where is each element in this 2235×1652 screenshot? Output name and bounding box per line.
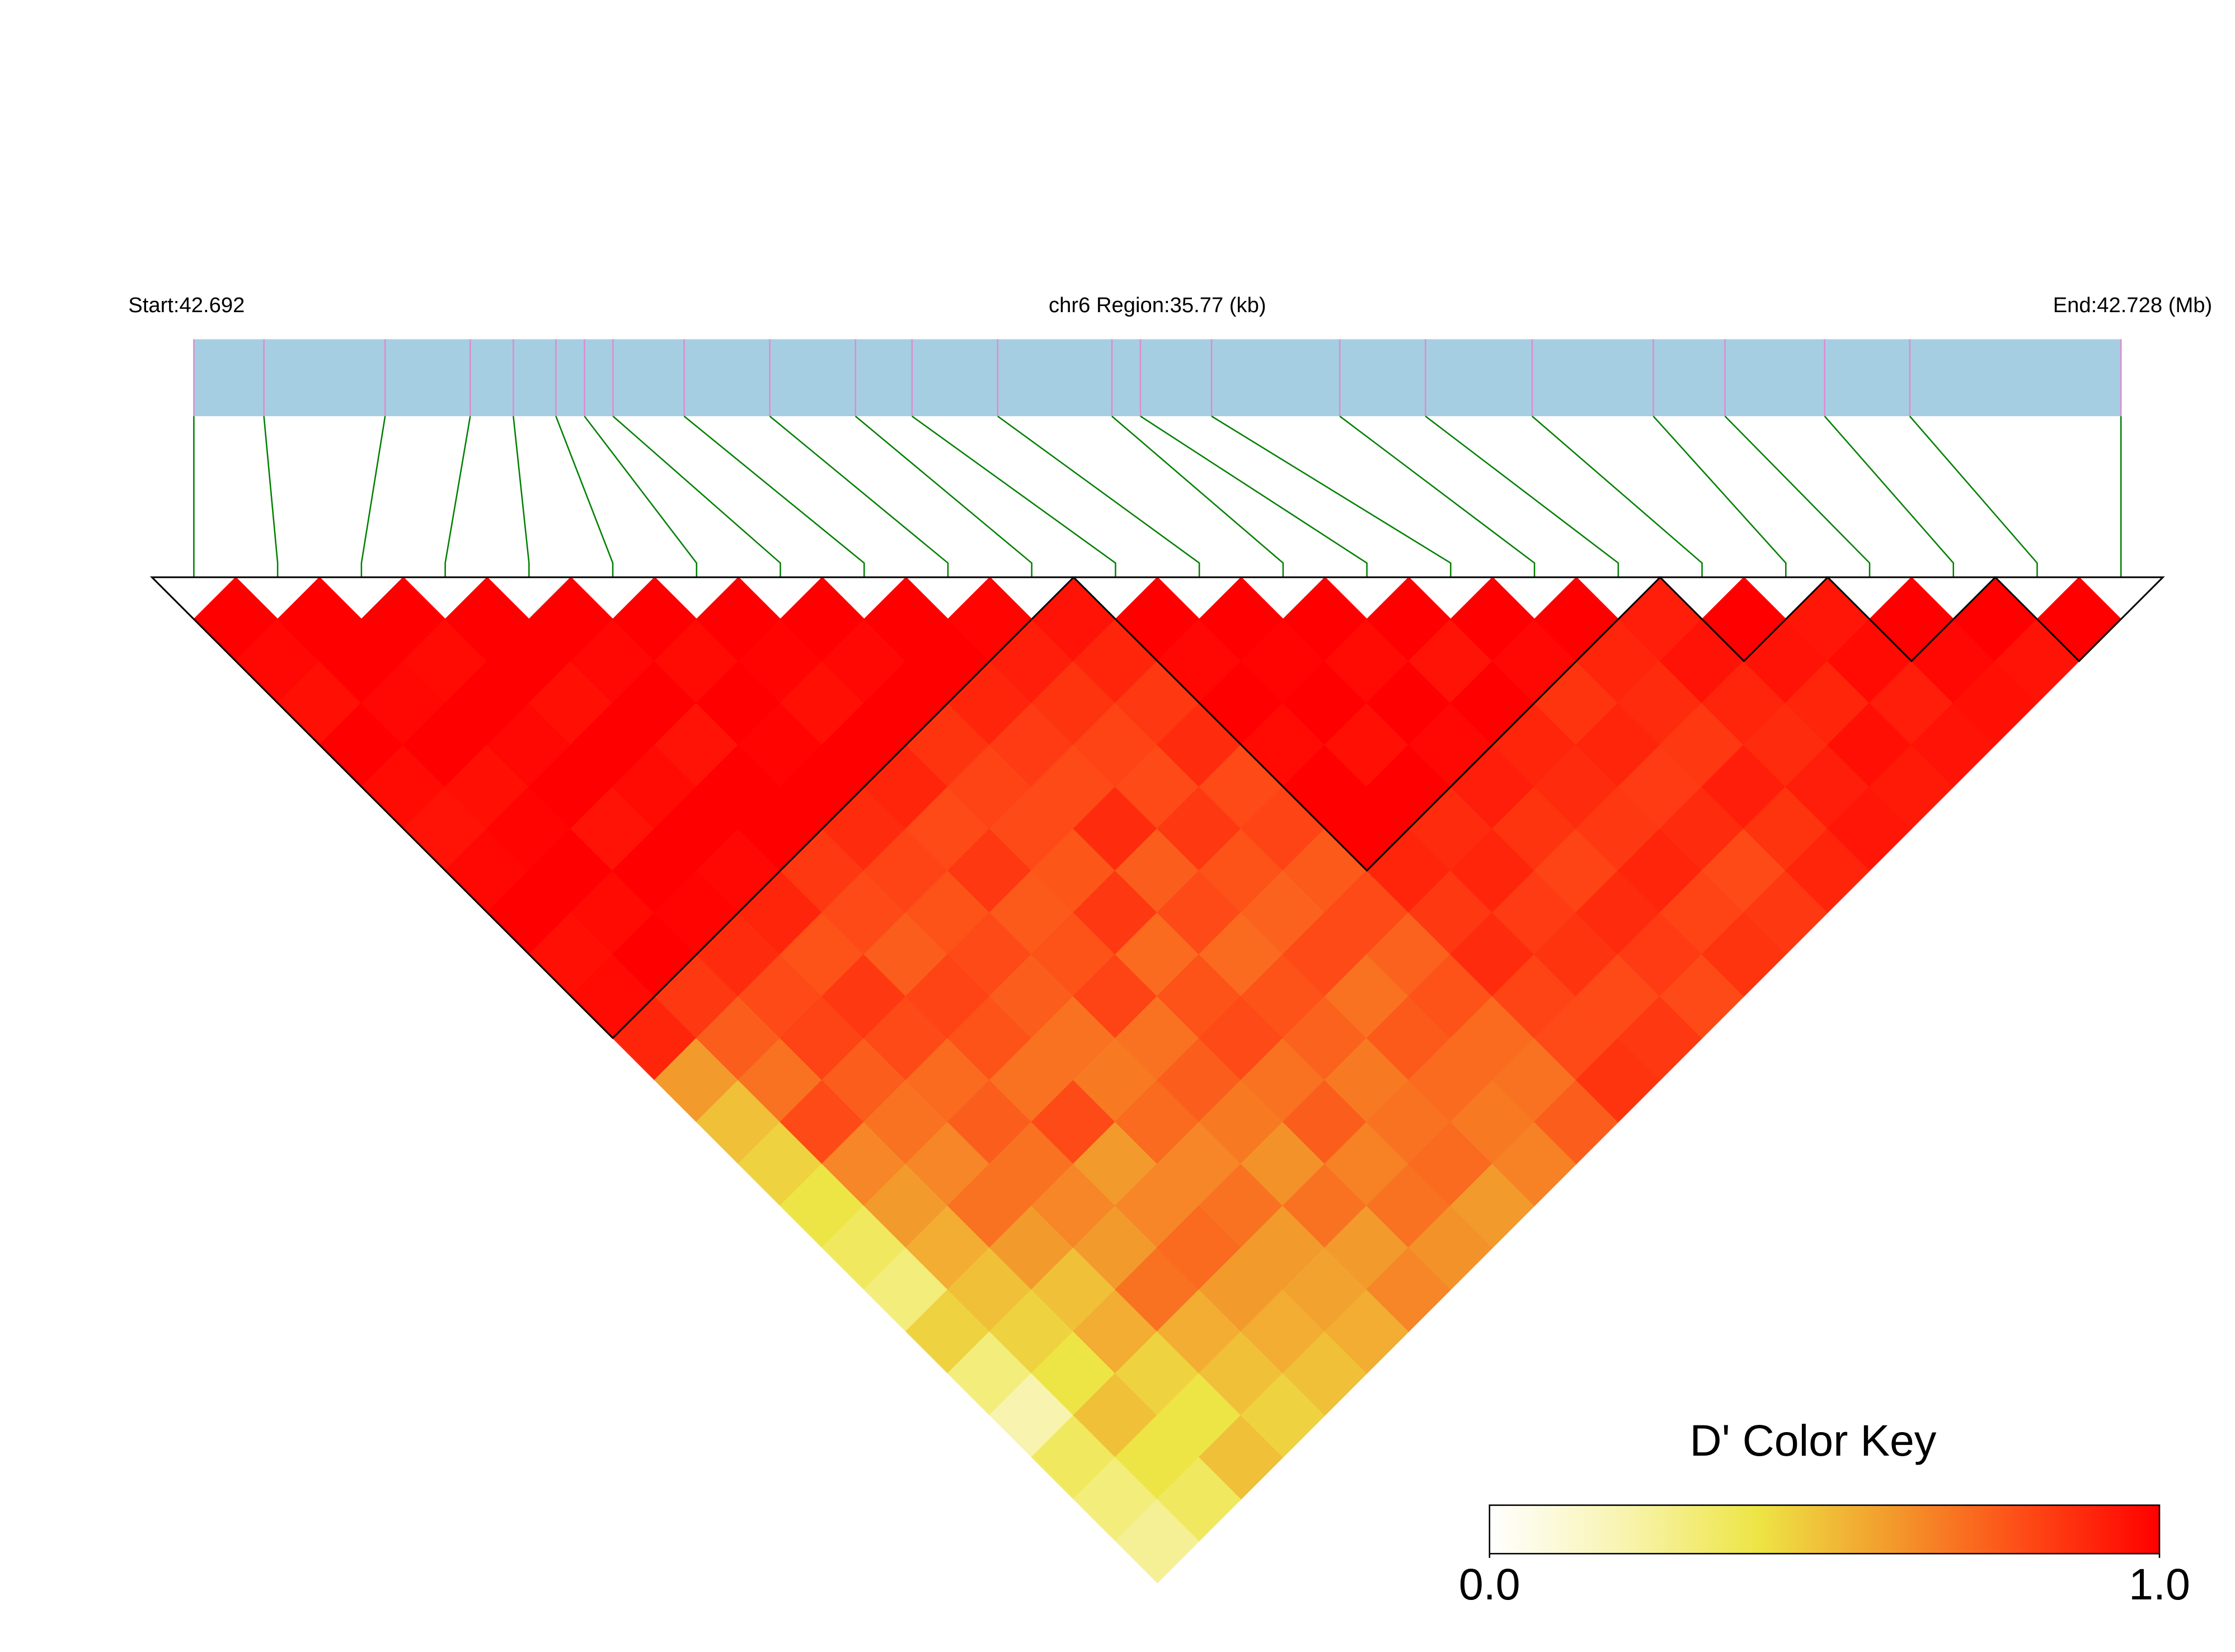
snp-connector — [912, 415, 1116, 577]
snp-connector — [1211, 415, 1452, 577]
snp-connector — [584, 416, 698, 577]
snp-connector — [1652, 416, 1787, 577]
snp-connector — [683, 415, 865, 577]
snp-connector — [769, 415, 949, 577]
color-key-bar — [1489, 1504, 2161, 1555]
snp-connector — [1111, 416, 1284, 577]
snp-connector — [555, 416, 614, 577]
snp-connector — [1909, 416, 2038, 577]
snp-connector — [263, 416, 279, 577]
snp-connector — [444, 416, 471, 577]
snp-connector — [1532, 416, 1703, 577]
key-tick-label: 1.0 — [2129, 1560, 2190, 1609]
ld-block — [149, 576, 1076, 1039]
position-bar — [194, 339, 2121, 416]
chart-title: chr6 Region:35.77 (kb) — [1049, 293, 1266, 317]
snp-connector — [1339, 415, 1536, 577]
snp-connector — [1824, 416, 1955, 577]
snp-connector — [1724, 416, 1871, 577]
snp-connector — [1140, 415, 1368, 577]
color-key-title: D' Color Key — [1690, 1416, 1937, 1465]
ld-block — [1993, 576, 2165, 662]
snp-connector — [854, 416, 1032, 577]
snp-connector — [360, 416, 386, 577]
snp-connector — [1425, 415, 1619, 577]
key-tick-label: 0.0 — [1459, 1560, 1520, 1609]
snp-connector — [513, 416, 530, 577]
ld-block — [1825, 576, 1998, 662]
start-label: Start:42.692 — [128, 293, 245, 317]
snp-connector — [612, 416, 781, 577]
end-label: End:42.728 (Mb) — [2053, 293, 2213, 317]
snp-connector — [997, 415, 1200, 577]
ld-block — [1658, 576, 1830, 662]
ld-block — [1071, 576, 1663, 872]
